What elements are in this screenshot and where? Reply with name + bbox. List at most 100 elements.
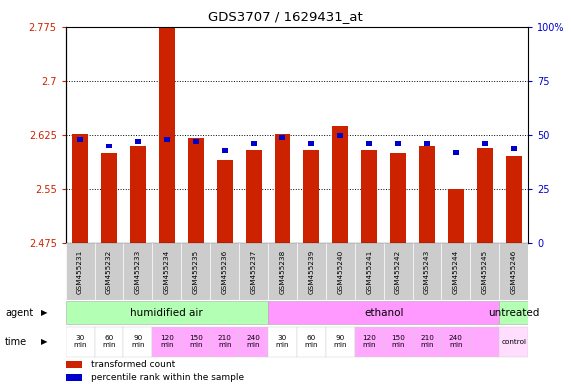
Bar xyxy=(384,326,413,357)
Text: 30
min: 30 min xyxy=(276,335,289,348)
Text: GSM455242: GSM455242 xyxy=(395,250,401,294)
Bar xyxy=(326,326,355,357)
Bar xyxy=(268,301,499,324)
Bar xyxy=(106,144,112,148)
Bar xyxy=(239,243,268,300)
Text: 90
min: 90 min xyxy=(333,335,347,348)
Bar xyxy=(222,148,228,153)
Bar xyxy=(66,326,95,357)
Bar xyxy=(499,326,528,357)
Bar xyxy=(152,243,182,300)
Text: ethanol: ethanol xyxy=(364,308,403,318)
Bar xyxy=(413,243,441,300)
Text: transformed count: transformed count xyxy=(91,360,175,369)
Bar xyxy=(337,133,343,137)
Text: GSM455237: GSM455237 xyxy=(251,250,256,294)
Bar xyxy=(482,141,488,146)
Bar xyxy=(152,326,182,357)
Bar xyxy=(217,161,232,243)
Bar xyxy=(506,156,522,243)
Text: GSM455232: GSM455232 xyxy=(106,250,112,294)
Bar xyxy=(499,301,528,324)
Bar xyxy=(419,146,435,243)
Text: GSM455235: GSM455235 xyxy=(193,250,199,294)
Text: agent: agent xyxy=(5,308,34,318)
Text: GSM455233: GSM455233 xyxy=(135,250,141,294)
Text: ▶: ▶ xyxy=(41,337,47,346)
Text: 150
min: 150 min xyxy=(391,335,405,348)
Text: 210
min: 210 min xyxy=(420,335,434,348)
Text: GSM455246: GSM455246 xyxy=(510,250,517,294)
Bar xyxy=(251,141,256,146)
Text: GSM455245: GSM455245 xyxy=(482,250,488,294)
Bar xyxy=(441,243,471,300)
Bar xyxy=(246,150,262,243)
Bar xyxy=(182,243,210,300)
Bar xyxy=(123,326,152,357)
Bar xyxy=(123,243,152,300)
Bar xyxy=(413,326,441,357)
Bar xyxy=(303,150,319,243)
Text: GSM455244: GSM455244 xyxy=(453,250,459,294)
Text: percentile rank within the sample: percentile rank within the sample xyxy=(91,373,244,382)
Bar xyxy=(95,243,123,300)
Text: 240
min: 240 min xyxy=(247,335,260,348)
Bar xyxy=(297,243,326,300)
Bar xyxy=(499,243,528,300)
Bar xyxy=(66,374,82,381)
Bar xyxy=(424,141,430,146)
Bar xyxy=(453,150,459,155)
Text: GSM455241: GSM455241 xyxy=(366,250,372,294)
Bar xyxy=(471,243,499,300)
Bar xyxy=(95,326,123,357)
Bar xyxy=(366,141,372,146)
Text: 120
min: 120 min xyxy=(160,335,174,348)
Text: 60
min: 60 min xyxy=(304,335,318,348)
Text: GSM455243: GSM455243 xyxy=(424,250,430,294)
Bar xyxy=(66,361,82,368)
Bar xyxy=(268,243,297,300)
Text: GSM455234: GSM455234 xyxy=(164,250,170,294)
Bar xyxy=(355,326,384,357)
Bar xyxy=(182,326,210,357)
Text: GSM455239: GSM455239 xyxy=(308,250,315,294)
Text: GSM455238: GSM455238 xyxy=(279,250,286,294)
Text: GSM455236: GSM455236 xyxy=(222,250,228,294)
Text: control: control xyxy=(501,339,526,344)
Bar xyxy=(510,146,517,151)
Bar xyxy=(66,301,268,324)
Bar xyxy=(441,326,471,357)
Text: humidified air: humidified air xyxy=(130,308,203,318)
Text: ▶: ▶ xyxy=(41,308,47,317)
Bar xyxy=(159,28,175,243)
Bar xyxy=(477,148,493,243)
Bar xyxy=(471,326,499,357)
Text: 120
min: 120 min xyxy=(362,335,376,348)
Bar xyxy=(390,153,406,243)
Text: GSM455231: GSM455231 xyxy=(77,250,83,294)
Bar xyxy=(448,189,464,243)
Bar xyxy=(384,243,413,300)
Bar xyxy=(239,326,268,357)
Bar xyxy=(210,243,239,300)
Bar xyxy=(135,139,141,144)
Text: 30
min: 30 min xyxy=(73,335,87,348)
Text: time: time xyxy=(5,336,27,347)
Bar xyxy=(210,326,239,357)
Bar xyxy=(66,243,95,300)
Text: 150
min: 150 min xyxy=(189,335,203,348)
Bar xyxy=(361,150,377,243)
Bar xyxy=(308,141,315,146)
Bar xyxy=(326,243,355,300)
Bar xyxy=(72,134,88,243)
Bar xyxy=(77,137,83,142)
Bar xyxy=(355,243,384,300)
Text: 240
min: 240 min xyxy=(449,335,463,348)
Bar xyxy=(275,134,291,243)
Text: GDS3707 / 1629431_at: GDS3707 / 1629431_at xyxy=(208,10,363,23)
Text: untreated: untreated xyxy=(488,308,540,318)
Bar xyxy=(297,326,326,357)
Bar xyxy=(101,153,117,243)
Text: 90
min: 90 min xyxy=(131,335,144,348)
Bar xyxy=(130,146,146,243)
